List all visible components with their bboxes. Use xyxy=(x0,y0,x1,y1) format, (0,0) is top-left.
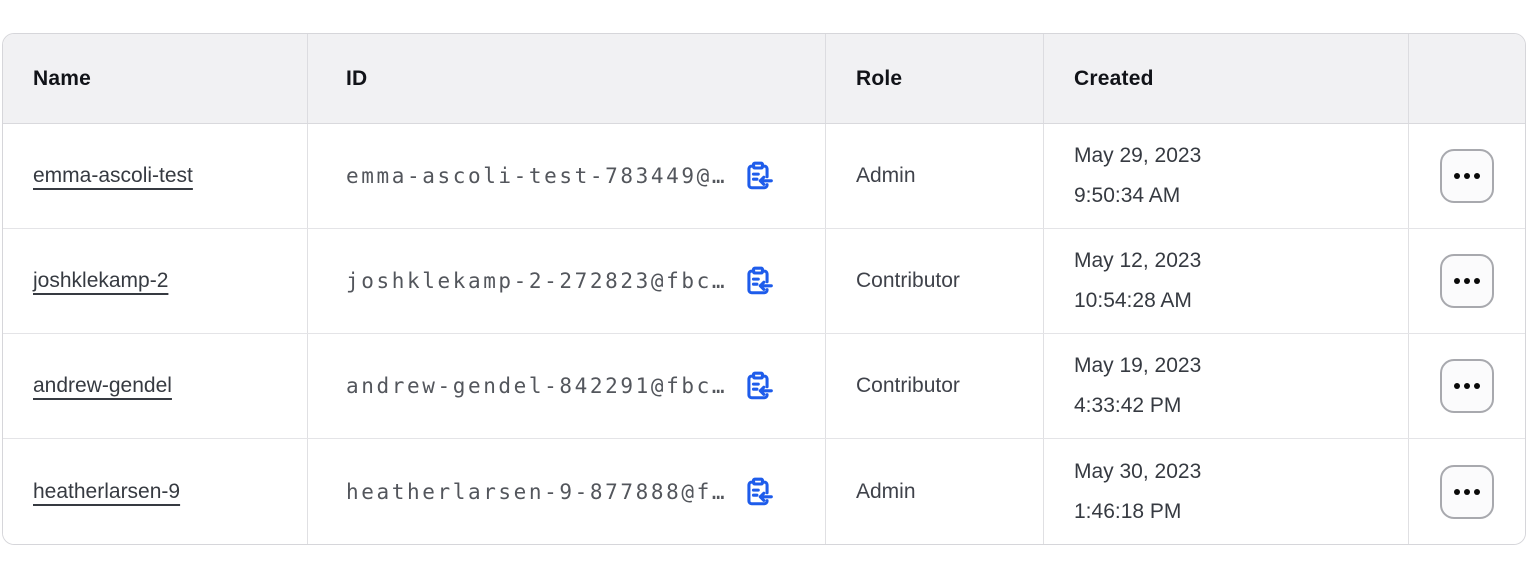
created-cell: May 19, 2023 4:33:42 PM xyxy=(1044,334,1409,438)
ellipsis-icon xyxy=(1454,278,1480,284)
row-menu-button[interactable] xyxy=(1440,254,1494,308)
user-name-link[interactable]: joshklekamp-2 xyxy=(33,269,169,292)
actions-cell xyxy=(1409,439,1525,544)
role-text: Contributor xyxy=(856,374,960,397)
created-time: 9:50:34 AM xyxy=(1074,184,1181,207)
created-cell: May 12, 2023 10:54:28 AM xyxy=(1044,229,1409,333)
table-row: emma-ascoli-test emma-ascoli-test-783449… xyxy=(3,124,1525,229)
name-cell: joshklekamp-2 xyxy=(3,229,308,333)
user-id-text: andrew-gendel-842291@fbc… xyxy=(346,374,728,398)
clipboard-arrow-left-icon xyxy=(742,265,774,297)
created-date: May 19, 2023 xyxy=(1074,354,1202,377)
ellipsis-icon xyxy=(1454,173,1480,179)
clipboard-arrow-left-icon xyxy=(742,476,774,508)
user-name-link[interactable]: heatherlarsen-9 xyxy=(33,479,181,503)
created-text: May 30, 2023 1:46:18 PM xyxy=(1074,452,1201,532)
table-row: heatherlarsen-9 heatherlarsen-9-877888@f… xyxy=(3,439,1525,544)
role-cell: Admin xyxy=(826,124,1044,228)
table-header: Name ID Role Created xyxy=(3,34,1525,124)
ellipsis-icon xyxy=(1454,488,1480,495)
role-cell: Contributor xyxy=(826,229,1044,333)
users-table: Name ID Role Created emma-ascoli-test em… xyxy=(2,33,1526,545)
role-cell: Contributor xyxy=(826,334,1044,438)
created-time: 10:54:28 AM xyxy=(1074,289,1192,312)
copy-id-button[interactable] xyxy=(741,369,775,403)
role-cell: Admin xyxy=(826,439,1044,544)
table-body: emma-ascoli-test emma-ascoli-test-783449… xyxy=(3,124,1525,544)
created-text: May 19, 2023 4:33:42 PM xyxy=(1074,346,1201,426)
column-header-actions xyxy=(1409,34,1525,123)
column-header-name: Name xyxy=(3,34,308,123)
copy-id-button[interactable] xyxy=(741,159,775,193)
actions-cell xyxy=(1409,334,1525,438)
user-name-link[interactable]: emma-ascoli-test xyxy=(33,164,193,187)
user-id-text: emma-ascoli-test-783449@… xyxy=(346,164,728,188)
copy-id-button[interactable] xyxy=(741,264,775,298)
copy-id-button[interactable] xyxy=(741,475,775,509)
clipboard-arrow-left-icon xyxy=(742,160,774,192)
actions-cell xyxy=(1409,229,1525,333)
role-text: Admin xyxy=(856,479,916,503)
created-text: May 29, 2023 9:50:34 AM xyxy=(1074,136,1201,216)
user-id-text: joshklekamp-2-272823@fbc… xyxy=(346,269,728,293)
column-header-created: Created xyxy=(1044,34,1409,123)
created-time: 4:33:42 PM xyxy=(1074,394,1182,417)
created-cell: May 30, 2023 1:46:18 PM xyxy=(1044,439,1409,544)
name-cell: heatherlarsen-9 xyxy=(3,439,308,544)
user-id-text: heatherlarsen-9-877888@f… xyxy=(346,479,728,504)
role-text: Contributor xyxy=(856,269,960,292)
column-header-role: Role xyxy=(826,34,1044,123)
created-cell: May 29, 2023 9:50:34 AM xyxy=(1044,124,1409,228)
created-date: May 29, 2023 xyxy=(1074,144,1202,167)
id-cell: heatherlarsen-9-877888@f… xyxy=(308,439,826,544)
name-cell: andrew-gendel xyxy=(3,334,308,438)
table-row: joshklekamp-2 joshklekamp-2-272823@fbc… xyxy=(3,229,1525,334)
actions-cell xyxy=(1409,124,1525,228)
created-date: May 12, 2023 xyxy=(1074,249,1202,272)
id-cell: emma-ascoli-test-783449@… xyxy=(308,124,826,228)
name-cell: emma-ascoli-test xyxy=(3,124,308,228)
id-cell: joshklekamp-2-272823@fbc… xyxy=(308,229,826,333)
clipboard-arrow-left-icon xyxy=(742,370,774,402)
created-date: May 30, 2023 xyxy=(1074,459,1202,483)
table-row: andrew-gendel andrew-gendel-842291@fbc… xyxy=(3,334,1525,439)
row-menu-button[interactable] xyxy=(1440,359,1494,413)
row-menu-button[interactable] xyxy=(1440,149,1494,203)
created-text: May 12, 2023 10:54:28 AM xyxy=(1074,241,1201,321)
user-name-link[interactable]: andrew-gendel xyxy=(33,374,172,397)
created-time: 1:46:18 PM xyxy=(1074,499,1182,523)
column-header-id: ID xyxy=(308,34,826,123)
row-menu-button[interactable] xyxy=(1440,464,1494,519)
role-text: Admin xyxy=(856,164,916,187)
ellipsis-icon xyxy=(1454,383,1480,389)
id-cell: andrew-gendel-842291@fbc… xyxy=(308,334,826,438)
